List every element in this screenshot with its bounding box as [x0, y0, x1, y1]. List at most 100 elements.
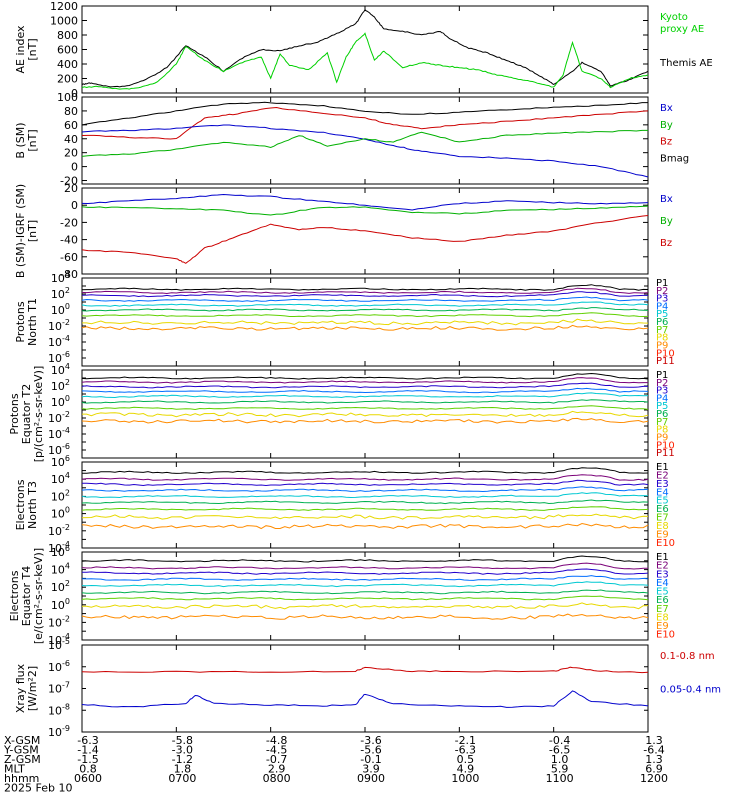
y-tick-label: 104 — [51, 562, 70, 577]
date-label: 2025 Feb 10 — [4, 782, 72, 795]
legend-0-1-0-8-nm: 0.1-0.8 nm — [660, 651, 715, 662]
legend-kyoto-proxy-ae: Kyoto — [660, 12, 688, 23]
y-tick-label: 10-7 — [48, 681, 70, 696]
orbit-value: -5.6 — [360, 744, 381, 757]
legend-p5: P5 — [656, 401, 668, 412]
channel-line-p3 — [81, 291, 648, 298]
y-tick-label: 20 — [64, 182, 78, 195]
legend-p10: P10 — [656, 348, 675, 359]
panel-bsm-ylabel: B (SM) — [14, 122, 27, 158]
panel-en-ylabel: Electrons — [14, 479, 27, 530]
y-tick-label: 100 — [51, 302, 70, 317]
series-kyoto-proxy-ae — [81, 32, 649, 90]
orbit-value: 5.9 — [551, 763, 569, 776]
orbit-value: 0600 — [74, 772, 102, 785]
panel-pe-ylabel: Equator T2 — [20, 384, 33, 444]
legend-e9: E9 — [656, 529, 669, 540]
y-tick-label: 800 — [57, 29, 78, 42]
channel-line-e4 — [81, 575, 649, 581]
orbit-value: -3.6 — [360, 734, 381, 747]
orbit-value: 0700 — [168, 772, 196, 785]
legend-e1: E1 — [656, 462, 669, 473]
panel-bigrf: -80 -60 -40 -20 0 20 B (SM)-IGRF (SM) [nT] Bx By B… — [14, 182, 673, 281]
channel-line-e5 — [81, 492, 649, 499]
orbit-value: 6.9 — [645, 763, 663, 776]
legend-e4: E4 — [656, 578, 669, 589]
channel-line-e4 — [81, 486, 649, 493]
y-tick-label: 100 — [51, 394, 70, 409]
y-tick-label: 104 — [51, 270, 70, 285]
channel-line-p1 — [81, 284, 649, 291]
channel-line-e9 — [81, 522, 649, 530]
legend-p4: P4 — [656, 301, 668, 312]
y-tick-label: 102 — [51, 579, 70, 594]
legend-e6: E6 — [656, 595, 669, 606]
orbit-value: -1.4 — [77, 744, 98, 757]
y-tick-label: 102 — [51, 378, 70, 393]
y-tick-label: 10-2 — [48, 318, 70, 333]
channel-line-e3 — [82, 479, 649, 487]
legend-p5: P5 — [656, 309, 668, 320]
orbit-row-label: Z-GSM — [4, 753, 41, 766]
y-tick-label: 0 — [71, 87, 78, 100]
channel-line-p5 — [81, 301, 649, 307]
orbit-value: 0900 — [357, 772, 385, 785]
legend-p7: P7 — [656, 417, 668, 428]
legend-p1: P1 — [656, 370, 668, 381]
y-tick-label: 100 — [57, 91, 78, 104]
channel-line-p6 — [81, 307, 649, 312]
panel-pn-frame — [81, 277, 649, 367]
channel-line-e2 — [81, 562, 649, 570]
channel-line-p4 — [81, 296, 649, 302]
y-tick-label: -40 — [60, 234, 78, 247]
orbit-value: 4.9 — [457, 763, 475, 776]
orbit-value: -4.8 — [266, 734, 287, 747]
panel-bsm-frame — [81, 96, 649, 185]
y-tick-label: 10-4 — [48, 334, 70, 349]
y-tick-label: 10-2 — [48, 410, 70, 425]
legend-e2: E2 — [656, 561, 669, 572]
series-0-05-0-4-nm — [81, 690, 649, 708]
legend-p11: P11 — [656, 356, 675, 367]
y-tick-label: 400 — [57, 58, 78, 71]
channel-line-p7 — [81, 405, 649, 411]
y-tick-label: 0 — [71, 199, 78, 212]
orbit-value: -0.1 — [360, 753, 381, 766]
legend-e1: E1 — [656, 552, 669, 563]
legend-kyoto-proxy-ae: proxy AE — [660, 24, 704, 35]
y-tick-label: 104 — [51, 362, 70, 377]
orbit-value: 1100 — [546, 772, 574, 785]
orbit-value: -3.0 — [172, 744, 193, 757]
legend-p9: P9 — [656, 432, 668, 443]
panel-pe-ylabel: [p/(cm²-s-sr-keV)] — [32, 366, 45, 463]
legend-e7: E7 — [656, 604, 669, 615]
y-tick-label: 10-9 — [48, 724, 70, 739]
y-tick-label: 20 — [64, 147, 78, 160]
channel-line-e3 — [81, 568, 649, 575]
channel-line-p8 — [82, 318, 649, 326]
orbit-value: -4.5 — [266, 744, 287, 757]
legend-by: By — [660, 120, 673, 131]
y-tick-label: -20 — [60, 216, 78, 229]
legend-e10: E10 — [656, 538, 675, 549]
channel-line-p9 — [81, 417, 649, 424]
orbit-value: 0.8 — [79, 763, 97, 776]
legend-e3: E3 — [656, 479, 669, 490]
legend-e6: E6 — [656, 504, 669, 515]
y-tick-label: 100 — [51, 506, 70, 521]
legend-e5: E5 — [656, 496, 669, 507]
y-tick-label: 10-2 — [48, 614, 70, 629]
y-tick-label: 1200 — [50, 0, 78, 13]
y-tick-label: 102 — [51, 286, 70, 301]
legend-e2: E2 — [656, 470, 669, 481]
orbit-row-label: X-GSM — [4, 734, 40, 747]
y-tick-label: 106 — [51, 544, 70, 559]
y-tick-label: 10-2 — [48, 523, 70, 538]
panel-bsm-ylabel: [nT] — [26, 129, 39, 151]
legend-themis-ae: Themis AE — [659, 58, 713, 69]
legend-p1: P1 — [656, 278, 668, 289]
channel-line-e1 — [81, 467, 649, 474]
